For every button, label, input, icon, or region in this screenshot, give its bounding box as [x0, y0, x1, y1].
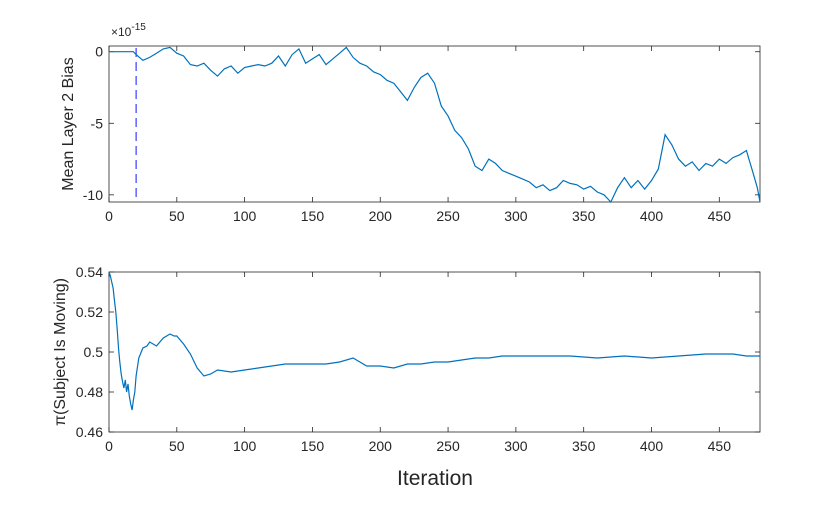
bias-x-tick-label: 100: [233, 208, 257, 224]
x-axis-label: Iteration: [397, 467, 473, 490]
bias-series-line: [109, 46, 761, 204]
probability-x-tick-label: 300: [504, 438, 528, 454]
bias-x-tick-label: 150: [301, 208, 325, 224]
probability-y-axis-label: π(Subject Is Moving): [52, 278, 69, 426]
probability-axes-box: [108, 271, 761, 433]
bias-x-tick-label: 50: [169, 208, 185, 224]
bias-y-tick-label: 0: [95, 44, 103, 60]
bias-x-tick-label: 450: [708, 208, 732, 224]
probability-x-tick-label: 0: [105, 438, 113, 454]
bias-panel: 0 50 100 150 200 250 300 350 400 450 -10 -5 0 Mean …: [60, 22, 761, 224]
probability-y-ticks: 0.46 0.48 0.5 0.52 0.54: [76, 264, 760, 440]
bias-x-tick-label: 400: [640, 208, 664, 224]
bias-y-axis-label: Mean Layer 2 Bias: [60, 57, 77, 190]
probability-y-tick-label: 0.5: [84, 344, 104, 360]
probability-x-tick-label: 50: [169, 438, 185, 454]
bias-x-ticks: 0 50 100 150 200 250 300 350 400 450: [105, 46, 731, 224]
probability-series-line: [108, 271, 760, 411]
probability-x-tick-label: 450: [708, 438, 732, 454]
bias-x-tick-label: 350: [572, 208, 596, 224]
probability-x-tick-label: 400: [640, 438, 664, 454]
probability-y-tick-label: 0.52: [76, 304, 103, 320]
probability-x-ticks: 0 50 100 150 200 250 300 350 400 450: [105, 272, 731, 454]
probability-y-tick-label: 0.54: [76, 264, 103, 280]
bias-y-tick-label: -10: [83, 187, 103, 203]
bias-y-tick-label: -5: [91, 115, 104, 131]
probability-panel: 0 50 100 150 200 250 300 350 400 450 0.460.480.50…: [52, 264, 761, 454]
exponent-base: ×10: [111, 25, 132, 39]
bias-x-tick-label: 200: [369, 208, 393, 224]
bias-x-tick-label: 0: [105, 208, 113, 224]
probability-x-tick-label: 350: [572, 438, 596, 454]
probability-x-tick-label: 250: [436, 438, 460, 454]
probability-y-tick-label: 0.46: [76, 424, 103, 440]
probability-x-tick-label: 200: [369, 438, 393, 454]
exponent-power: -15: [131, 22, 146, 33]
bias-x-tick-label: 300: [504, 208, 528, 224]
bias-x-tick-label: 250: [436, 208, 460, 224]
probability-y-tick-label: 0.48: [76, 384, 103, 400]
bias-axes-box: [108, 45, 761, 203]
probability-x-tick-label: 150: [301, 438, 325, 454]
exponent-label: ×10-15: [111, 22, 146, 39]
bias-y-ticks: -10 -5 0: [83, 44, 760, 203]
probability-x-tick-label: 100: [233, 438, 257, 454]
